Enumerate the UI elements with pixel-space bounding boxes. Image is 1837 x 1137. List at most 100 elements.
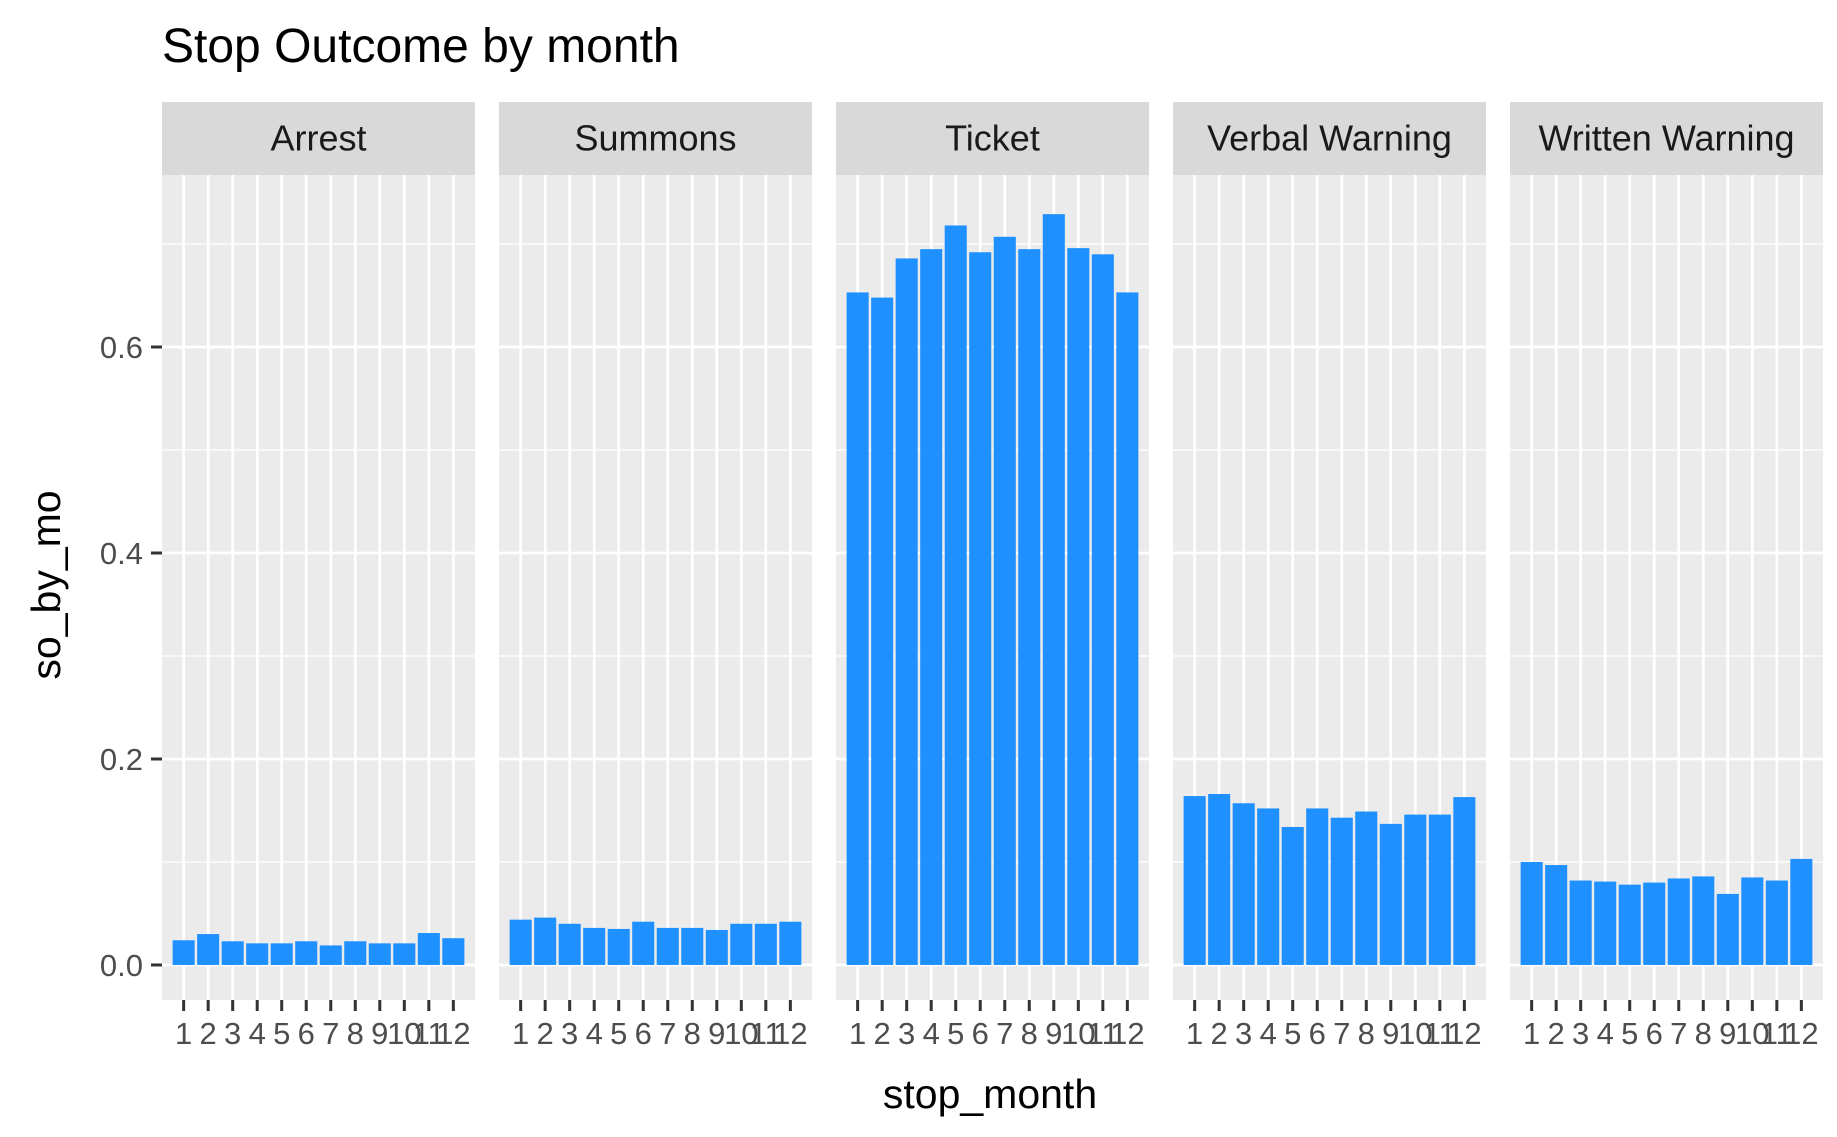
x-tick-label: 9 — [1719, 1016, 1736, 1051]
bar-arrest-month-8 — [344, 941, 367, 965]
x-tick-label: 5 — [1621, 1016, 1638, 1051]
facet-strip-label: Verbal Warning — [1207, 118, 1452, 159]
facet-strip-label: Summons — [574, 118, 736, 159]
x-tick-label: 10 — [1735, 1016, 1769, 1051]
bar-ticket-month-9 — [1042, 214, 1065, 965]
bar-summons-month-6 — [632, 921, 655, 965]
bar-verbal-warning-month-12 — [1453, 797, 1476, 965]
x-tick-label: 1 — [849, 1016, 866, 1051]
x-tick-label: 11 — [413, 1016, 445, 1051]
bar-arrest-month-4 — [246, 943, 269, 965]
x-tick-label: 12 — [773, 1016, 807, 1051]
x-tick-label: 5 — [947, 1016, 964, 1051]
bar-written-warning-month-3 — [1569, 880, 1592, 965]
bar-summons-month-3 — [558, 923, 581, 965]
bar-written-warning-month-7 — [1667, 878, 1690, 965]
x-tick-label: 10 — [1398, 1016, 1432, 1051]
bar-arrest-month-1 — [172, 940, 195, 965]
bar-summons-month-10 — [730, 923, 753, 965]
facet-strip-label: Written Warning — [1538, 118, 1794, 159]
facet-strip-label: Ticket — [945, 118, 1040, 159]
x-tick-label: 3 — [1235, 1016, 1252, 1051]
bar-ticket-month-3 — [895, 258, 918, 965]
facet-strip-label: Arrest — [270, 118, 366, 159]
facet-strip — [1510, 102, 1823, 175]
bar-arrest-month-9 — [368, 943, 391, 965]
x-tick-label: 6 — [1309, 1016, 1326, 1051]
x-tick-label: 9 — [1045, 1016, 1062, 1051]
bar-summons-month-12 — [779, 921, 802, 965]
x-tick-label: 11 — [1424, 1016, 1456, 1051]
bar-arrest-month-11 — [417, 933, 440, 965]
bar-written-warning-month-11 — [1765, 880, 1788, 965]
bar-summons-month-2 — [534, 917, 557, 965]
bar-ticket-month-10 — [1067, 248, 1090, 965]
bar-ticket-month-4 — [920, 249, 943, 965]
x-tick-label: 1 — [512, 1016, 529, 1051]
bar-ticket-month-5 — [944, 225, 967, 965]
bar-arrest-month-12 — [442, 938, 465, 965]
x-tick-label: 3 — [898, 1016, 915, 1051]
x-tick-label: 2 — [874, 1016, 891, 1051]
bar-verbal-warning-month-4 — [1257, 808, 1280, 965]
x-tick-label: 3 — [224, 1016, 241, 1051]
bar-arrest-month-10 — [393, 943, 416, 965]
x-tick-label: 8 — [347, 1016, 364, 1051]
x-axis-title: stop_month — [883, 1071, 1097, 1117]
facet-strip — [1173, 102, 1486, 175]
x-tick-label: 12 — [1110, 1016, 1144, 1051]
bar-arrest-month-6 — [295, 941, 318, 965]
x-tick-label: 7 — [1670, 1016, 1687, 1051]
bar-written-warning-month-9 — [1716, 893, 1739, 965]
x-tick-label: 8 — [1358, 1016, 1375, 1051]
bar-ticket-month-2 — [871, 297, 894, 965]
x-tick-label: 12 — [1784, 1016, 1818, 1051]
bar-written-warning-month-1 — [1520, 861, 1543, 965]
x-tick-label: 12 — [1447, 1016, 1481, 1051]
x-tick-label: 9 — [708, 1016, 725, 1051]
bar-written-warning-month-2 — [1545, 865, 1568, 965]
bar-ticket-month-12 — [1116, 292, 1139, 965]
bar-verbal-warning-month-2 — [1208, 794, 1231, 965]
x-tick-label: 10 — [1061, 1016, 1095, 1051]
x-tick-label: 7 — [322, 1016, 339, 1051]
x-tick-label: 9 — [1382, 1016, 1399, 1051]
x-tick-label: 1 — [1186, 1016, 1203, 1051]
x-tick-label: 5 — [273, 1016, 290, 1051]
x-tick-label: 4 — [1597, 1016, 1614, 1051]
facet-strip — [499, 102, 812, 175]
x-tick-label: 3 — [1572, 1016, 1589, 1051]
x-tick-label: 6 — [635, 1016, 652, 1051]
bar-arrest-month-5 — [270, 943, 293, 965]
x-tick-label: 11 — [1761, 1016, 1793, 1051]
x-tick-label: 8 — [1695, 1016, 1712, 1051]
x-tick-label: 4 — [249, 1016, 266, 1051]
y-tick-label: 0.0 — [100, 948, 143, 983]
bar-ticket-month-1 — [846, 292, 869, 965]
bar-written-warning-month-10 — [1741, 877, 1764, 965]
bar-written-warning-month-12 — [1790, 858, 1813, 965]
x-tick-label: 8 — [1021, 1016, 1038, 1051]
x-tick-label: 5 — [610, 1016, 627, 1051]
bar-summons-month-4 — [583, 927, 606, 965]
y-axis: 0.0 0.2 0.4 0.6 — [100, 330, 162, 983]
bar-summons-month-1 — [509, 919, 532, 965]
x-tick-label: 6 — [1646, 1016, 1663, 1051]
bar-summons-month-5 — [607, 928, 630, 965]
y-axis-title: so_by_mo — [23, 490, 69, 679]
facet-strip — [836, 102, 1149, 175]
x-tick-label: 1 — [1523, 1016, 1540, 1051]
x-tick-label: 6 — [972, 1016, 989, 1051]
x-tick-label: 11 — [750, 1016, 782, 1051]
bar-arrest-month-7 — [319, 945, 342, 965]
x-tick-label: 10 — [724, 1016, 758, 1051]
bar-arrest-month-2 — [197, 934, 220, 965]
x-tick-label: 11 — [1087, 1016, 1119, 1051]
bar-verbal-warning-month-9 — [1379, 823, 1402, 965]
x-tick-label: 2 — [1548, 1016, 1565, 1051]
bar-ticket-month-7 — [993, 236, 1016, 965]
